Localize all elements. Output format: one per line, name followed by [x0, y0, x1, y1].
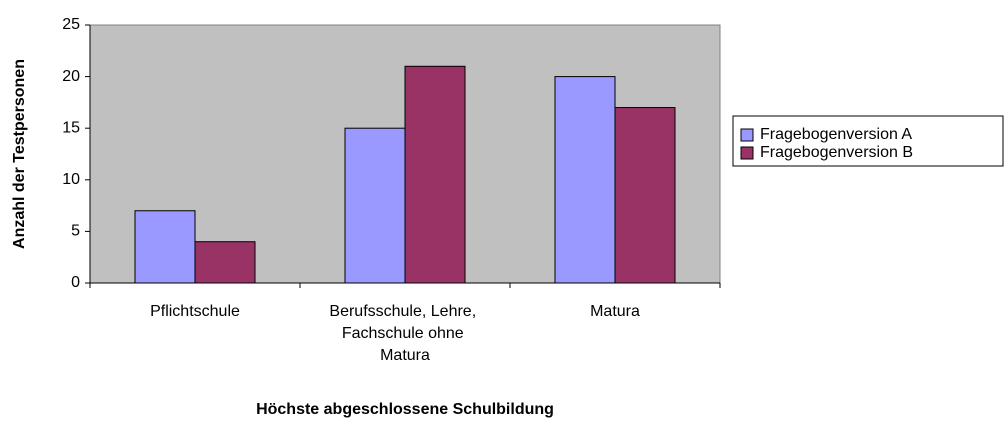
y-tick-label: 0: [71, 274, 80, 291]
x-tick-label: Berufsschule, Lehre, Fachschule ohne Mat…: [329, 303, 480, 364]
legend-swatch: [740, 128, 754, 142]
bar: [554, 76, 616, 284]
x-tick-label: Pflichtschule: [150, 303, 240, 320]
y-tick-label: 25: [62, 16, 80, 33]
y-tick-label: 15: [62, 119, 80, 136]
y-tick-label: 10: [62, 171, 80, 188]
bar: [344, 127, 406, 284]
legend-swatch: [740, 146, 754, 160]
bar: [194, 241, 256, 284]
bar: [404, 65, 466, 284]
legend-label: Fragebogenversion B: [760, 144, 913, 161]
y-tick-label: 20: [62, 68, 80, 85]
x-axis-title: Höchste abgeschlossene Schulbildung: [256, 401, 554, 418]
legend-label: Fragebogenversion A: [760, 126, 912, 143]
x-tick-label: Matura: [590, 303, 640, 320]
y-tick-label: 5: [71, 223, 80, 240]
legend-box: [732, 115, 1004, 167]
bar: [134, 210, 196, 284]
y-axis-title: Anzahl der Testpersonen: [11, 59, 28, 249]
bar: [614, 107, 676, 284]
